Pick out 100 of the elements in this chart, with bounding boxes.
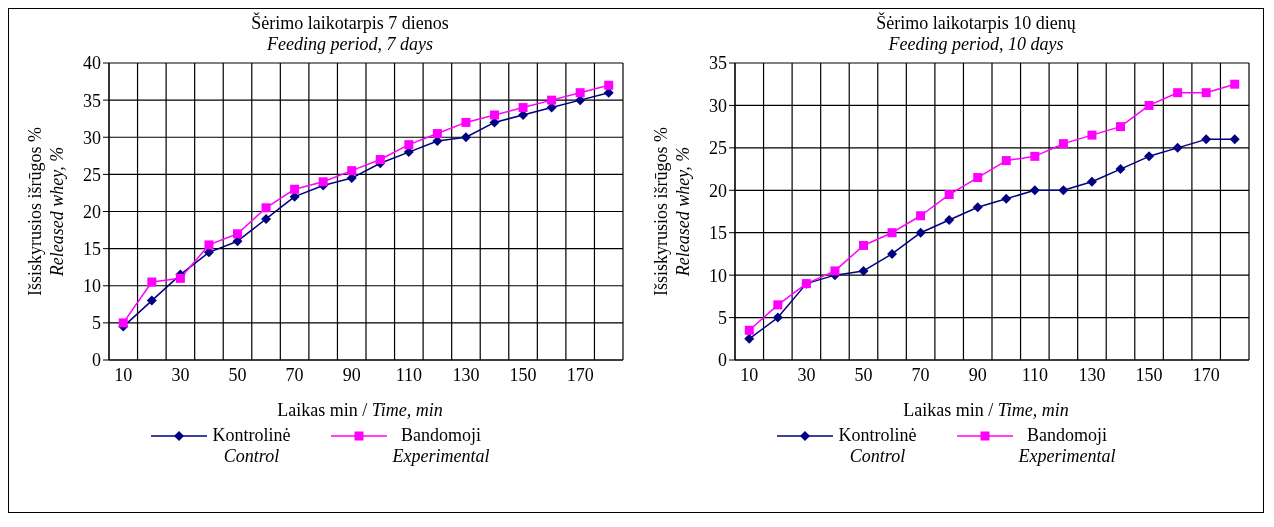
point	[1087, 130, 1097, 140]
chart-subtitle: Feeding period, 10 days	[887, 34, 1065, 55]
x-tick-label: 130	[452, 364, 480, 385]
point	[1086, 176, 1097, 187]
x-tick-label: 90	[342, 364, 361, 385]
point	[1116, 122, 1125, 132]
y-tick-label: 25	[709, 138, 727, 159]
point	[1229, 134, 1240, 145]
legend-label: Kontrolinė Control	[838, 425, 917, 467]
y-tick-label: 30	[709, 95, 727, 116]
point	[290, 184, 300, 194]
y-tick-label: 15	[83, 239, 101, 260]
point	[1201, 134, 1212, 145]
point	[772, 312, 783, 323]
x-tick-label: 50	[228, 364, 247, 385]
point	[490, 110, 499, 120]
y-tick-label: 20	[709, 180, 727, 201]
x-tick-label: 130	[1078, 364, 1106, 385]
point	[744, 333, 755, 344]
y-tick-label: 10	[709, 265, 727, 286]
y-axis-title: Išsiskyrusios išrūgos % Released whey, %	[651, 126, 693, 297]
point	[744, 325, 754, 335]
x-tick-label: 10	[114, 364, 133, 385]
x-tick-label: 50	[854, 364, 873, 385]
point	[1001, 193, 1012, 204]
x-axis-title: Laikas min / Time, min	[277, 400, 443, 420]
x-tick-label: 70	[911, 364, 930, 385]
point	[973, 173, 983, 183]
y-tick-label: 0	[92, 350, 101, 371]
x-tick-label: 170	[566, 364, 594, 385]
chart-title: Šėrimo laikotarpis 10 dienų	[875, 13, 1077, 34]
point	[1201, 88, 1211, 98]
point	[887, 228, 897, 238]
x-tick-label: 30	[797, 364, 816, 385]
point	[347, 166, 357, 176]
point	[887, 248, 898, 259]
point	[261, 203, 271, 213]
point	[859, 240, 868, 250]
y-tick-label: 40	[83, 53, 101, 74]
x-axis-title: Laikas min / Time, min	[903, 400, 1069, 420]
y-tick-label: 5	[92, 313, 101, 334]
point	[1172, 142, 1183, 153]
point	[858, 265, 869, 276]
chart-subtitle: Feeding period, 7 days	[266, 34, 434, 55]
point	[1173, 88, 1183, 98]
point	[1001, 156, 1011, 166]
x-tick-label: 110	[1021, 364, 1049, 385]
point	[204, 240, 214, 250]
point	[972, 202, 983, 213]
point	[518, 103, 528, 113]
point	[944, 190, 954, 200]
point	[575, 88, 585, 98]
point	[146, 295, 157, 306]
y-tick-label: 20	[83, 201, 101, 222]
legend-label: Bandomoji Experimental	[392, 425, 490, 467]
y-axis-title: Išsiskyrusios išrūgos % Released whey, %	[25, 126, 67, 297]
x-tick-label: 150	[1135, 364, 1163, 385]
point	[1144, 151, 1155, 162]
y-tick-label: 10	[83, 276, 101, 297]
y-tick-label: 5	[718, 307, 727, 328]
chart-title: Šėrimo laikotarpis 7 dienos	[250, 13, 450, 34]
point	[830, 266, 840, 276]
point	[147, 277, 157, 287]
point	[547, 95, 557, 105]
legend-label: Bandomoji Experimental	[1018, 425, 1116, 467]
y-tick-label: 25	[83, 164, 101, 185]
point	[375, 155, 385, 165]
point	[1030, 151, 1040, 161]
point	[604, 80, 614, 90]
point	[1230, 79, 1240, 89]
point	[118, 318, 128, 328]
point	[916, 211, 926, 221]
point	[175, 273, 185, 283]
x-tick-label: 90	[968, 364, 987, 385]
point	[915, 227, 926, 238]
y-tick-label: 0	[718, 350, 727, 371]
point	[944, 214, 955, 225]
point	[1115, 164, 1126, 175]
point	[1029, 185, 1040, 196]
point	[404, 140, 414, 150]
point	[773, 300, 783, 310]
x-tick-label: 110	[395, 364, 423, 385]
x-tick-label: 170	[1192, 364, 1220, 385]
point	[1144, 100, 1154, 110]
y-tick-label: 35	[83, 90, 101, 111]
y-tick-label: 35	[709, 53, 727, 74]
x-tick-label: 150	[509, 364, 537, 385]
y-tick-label: 30	[83, 127, 101, 148]
x-tick-label: 10	[740, 364, 759, 385]
legend-label: Kontrolinė Control	[212, 425, 291, 467]
point	[261, 213, 272, 224]
x-tick-label: 30	[171, 364, 190, 385]
x-tick-label: 70	[285, 364, 304, 385]
point	[460, 132, 471, 143]
point	[233, 229, 242, 239]
point	[318, 177, 328, 187]
y-tick-label: 15	[709, 223, 727, 244]
point	[1058, 139, 1068, 149]
point	[461, 117, 471, 127]
point	[1058, 185, 1069, 196]
